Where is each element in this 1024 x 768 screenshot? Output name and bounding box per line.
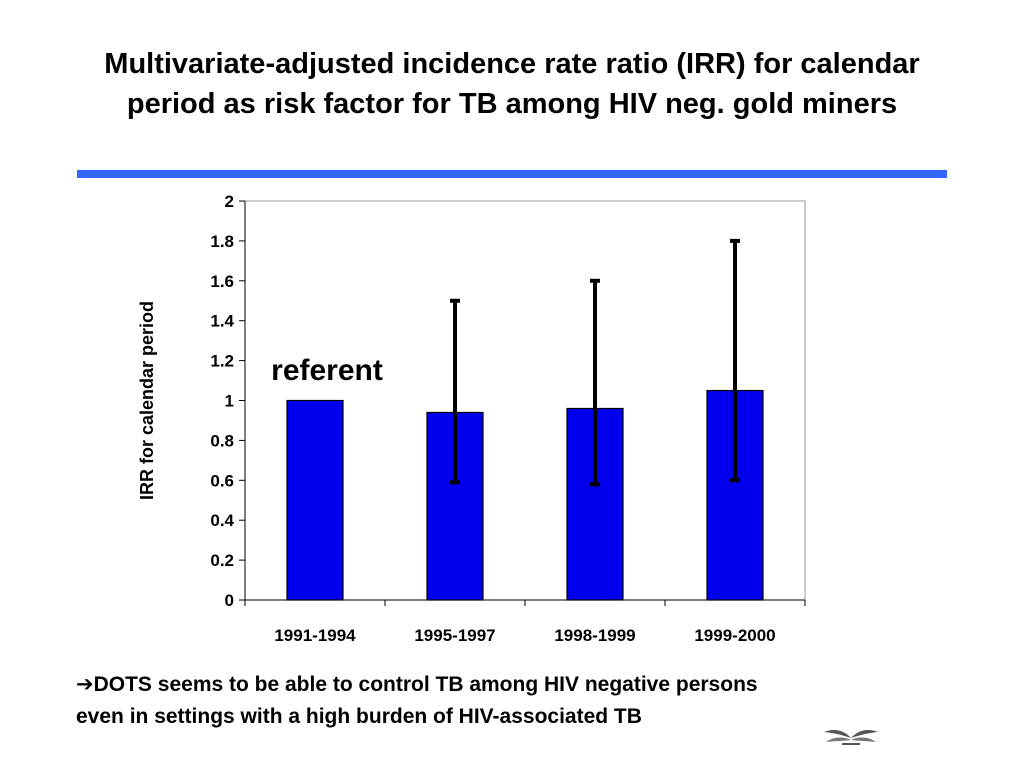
footnote-line-2: even in settings with a high burden of H… <box>76 705 642 728</box>
title-divider-rule <box>77 170 947 178</box>
x-category-label: 1991-1994 <box>274 626 356 645</box>
y-axis-label: IRR for calendar period <box>137 301 157 500</box>
y-tick-label: 0.6 <box>210 471 234 490</box>
laurel-logo-icon <box>824 730 878 745</box>
y-tick-label: 1.4 <box>210 312 234 331</box>
y-tick-label: 1 <box>225 392 234 411</box>
bar <box>286 399 344 601</box>
x-category-label: 1999-2000 <box>694 626 775 645</box>
slide-title: Multivariate-adjusted incidence rate rat… <box>0 44 1024 124</box>
y-tick-label: 0.2 <box>210 551 234 570</box>
bar <box>566 407 624 601</box>
footnote-line-1: DOTS seems to be able to control TB amon… <box>93 673 758 696</box>
y-tick-label: 0 <box>225 591 234 610</box>
y-tick-label: 2 <box>225 192 234 211</box>
y-tick-label: 0.4 <box>210 511 234 530</box>
x-category-label: 1995-1997 <box>414 626 495 645</box>
y-tick-label: 1.2 <box>210 352 234 371</box>
y-tick-label: 0.8 <box>210 431 234 450</box>
footnote: ➔DOTS seems to be able to control TB amo… <box>76 668 956 733</box>
right-arrow-icon: ➔ <box>76 672 94 696</box>
referent-annotation: referent <box>271 354 383 387</box>
slide-title-line-2: period as risk factor for TB among HIV n… <box>126 88 898 120</box>
slide-title-line-1: Multivariate-adjusted incidence rate rat… <box>104 48 920 80</box>
y-tick-label: 1.8 <box>210 232 234 251</box>
y-tick-label: 1.6 <box>210 272 234 291</box>
x-category-label: 1998-1999 <box>554 626 635 645</box>
